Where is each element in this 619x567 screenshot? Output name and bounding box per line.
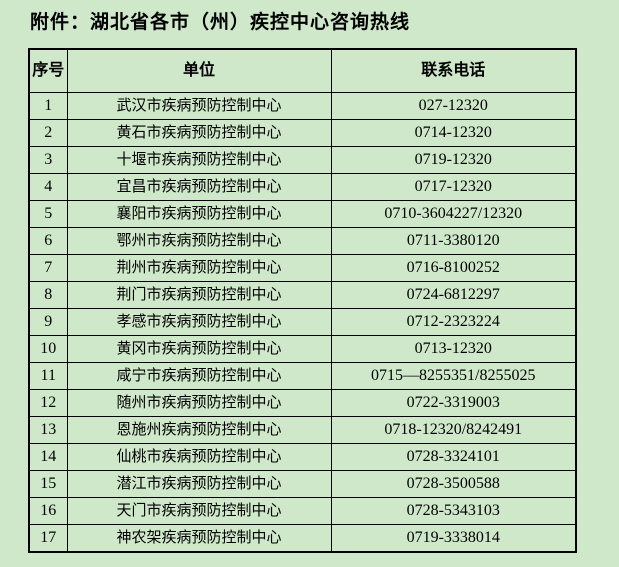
cell-unit: 随州市疾病预防控制中心 — [66, 389, 332, 417]
cell-no: 6 — [28, 227, 68, 255]
cell-no: 5 — [28, 200, 68, 228]
table-row: 3 十堰市疾病预防控制中心 0719-12320 — [28, 146, 577, 174]
table-header-row: 序号 单位 联系电话 — [28, 48, 577, 93]
table-row: 15 潜江市疾病预防控制中心 0728-3500588 — [28, 470, 577, 498]
cell-unit: 黄冈市疾病预防控制中心 — [66, 335, 332, 363]
cell-no: 11 — [28, 362, 68, 390]
cell-phone: 0710-3604227/12320 — [330, 200, 577, 228]
cell-unit: 鄂州市疾病预防控制中心 — [66, 227, 332, 255]
cell-unit: 武汉市疾病预防控制中心 — [66, 92, 332, 120]
table-row: 7 荆州市疾病预防控制中心 0716-8100252 — [28, 254, 577, 282]
table-row: 11 咸宁市疾病预防控制中心 0715—8255351/8255025 — [28, 362, 577, 390]
table-row: 9 孝感市疾病预防控制中心 0712-2323224 — [28, 308, 577, 336]
cell-unit: 恩施州疾病预防控制中心 — [66, 416, 332, 444]
cell-unit: 宜昌市疾病预防控制中心 — [66, 173, 332, 201]
cell-phone: 0711-3380120 — [330, 227, 577, 255]
cell-no: 17 — [28, 524, 68, 553]
column-header-no: 序号 — [28, 48, 68, 93]
column-header-unit: 单位 — [66, 48, 332, 93]
cell-unit: 襄阳市疾病预防控制中心 — [66, 200, 332, 228]
cell-phone: 0717-12320 — [330, 173, 577, 201]
cell-no: 8 — [28, 281, 68, 309]
cell-phone: 0713-12320 — [330, 335, 577, 363]
page-title: 附件：湖北省各市（州）疾控中心咨询热线 — [30, 12, 411, 33]
cell-phone: 0719-3338014 — [330, 524, 577, 553]
cell-phone: 0719-12320 — [330, 146, 577, 174]
table-row: 2 黄石市疾病预防控制中心 0714-12320 — [28, 119, 577, 147]
cell-phone: 0714-12320 — [330, 119, 577, 147]
table-row: 12 随州市疾病预防控制中心 0722-3319003 — [28, 389, 577, 417]
table-row: 16 天门市疾病预防控制中心 0728-5343103 — [28, 497, 577, 525]
cell-unit: 十堰市疾病预防控制中心 — [66, 146, 332, 174]
table-row: 5 襄阳市疾病预防控制中心 0710-3604227/12320 — [28, 200, 577, 228]
cell-phone: 0715—8255351/8255025 — [330, 362, 577, 390]
cell-unit: 仙桃市疾病预防控制中心 — [66, 443, 332, 471]
table-row: 14 仙桃市疾病预防控制中心 0728-3324101 — [28, 443, 577, 471]
cell-no: 13 — [28, 416, 68, 444]
column-header-phone: 联系电话 — [330, 48, 577, 93]
cell-no: 3 — [28, 146, 68, 174]
cell-no: 7 — [28, 254, 68, 282]
table-row: 8 荆门市疾病预防控制中心 0724-6812297 — [28, 281, 577, 309]
cell-no: 9 — [28, 308, 68, 336]
cell-phone: 0728-5343103 — [330, 497, 577, 525]
cell-no: 14 — [28, 443, 68, 471]
cell-unit: 天门市疾病预防控制中心 — [66, 497, 332, 525]
cell-phone: 027-12320 — [330, 92, 577, 120]
cell-no: 1 — [28, 92, 68, 120]
cell-unit: 孝感市疾病预防控制中心 — [66, 308, 332, 336]
cell-no: 2 — [28, 119, 68, 147]
cell-phone: 0712-2323224 — [330, 308, 577, 336]
cell-phone: 0718-12320/8242491 — [330, 416, 577, 444]
cell-unit: 荆门市疾病预防控制中心 — [66, 281, 332, 309]
cell-no: 15 — [28, 470, 68, 498]
cell-unit: 黄石市疾病预防控制中心 — [66, 119, 332, 147]
table-row: 6 鄂州市疾病预防控制中心 0711-3380120 — [28, 227, 577, 255]
cell-unit: 神农架疾病预防控制中心 — [66, 524, 332, 553]
cell-no: 16 — [28, 497, 68, 525]
hotline-table: 序号 单位 联系电话 1 武汉市疾病预防控制中心 027-12320 2 黄石市疾病预防… — [28, 48, 577, 553]
cell-phone: 0728-3324101 — [330, 443, 577, 471]
cell-no: 4 — [28, 173, 68, 201]
table-header: 序号 单位 联系电话 — [28, 48, 577, 93]
table-row: 13 恩施州疾病预防控制中心 0718-12320/8242491 — [28, 416, 577, 444]
cell-phone: 0722-3319003 — [330, 389, 577, 417]
table-body: 1 武汉市疾病预防控制中心 027-12320 2 黄石市疾病预防控制中心 0714-12… — [28, 92, 577, 553]
cell-unit: 荆州市疾病预防控制中心 — [66, 254, 332, 282]
table-row: 1 武汉市疾病预防控制中心 027-12320 — [28, 92, 577, 120]
table-row: 10 黄冈市疾病预防控制中心 0713-12320 — [28, 335, 577, 363]
cell-phone: 0724-6812297 — [330, 281, 577, 309]
table-row: 17 神农架疾病预防控制中心 0719-3338014 — [28, 524, 577, 553]
cell-phone: 0716-8100252 — [330, 254, 577, 282]
table-row: 4 宜昌市疾病预防控制中心 0717-12320 — [28, 173, 577, 201]
cell-unit: 咸宁市疾病预防控制中心 — [66, 362, 332, 390]
cell-phone: 0728-3500588 — [330, 470, 577, 498]
cell-no: 10 — [28, 335, 68, 363]
cell-unit: 潜江市疾病预防控制中心 — [66, 470, 332, 498]
cell-no: 12 — [28, 389, 68, 417]
